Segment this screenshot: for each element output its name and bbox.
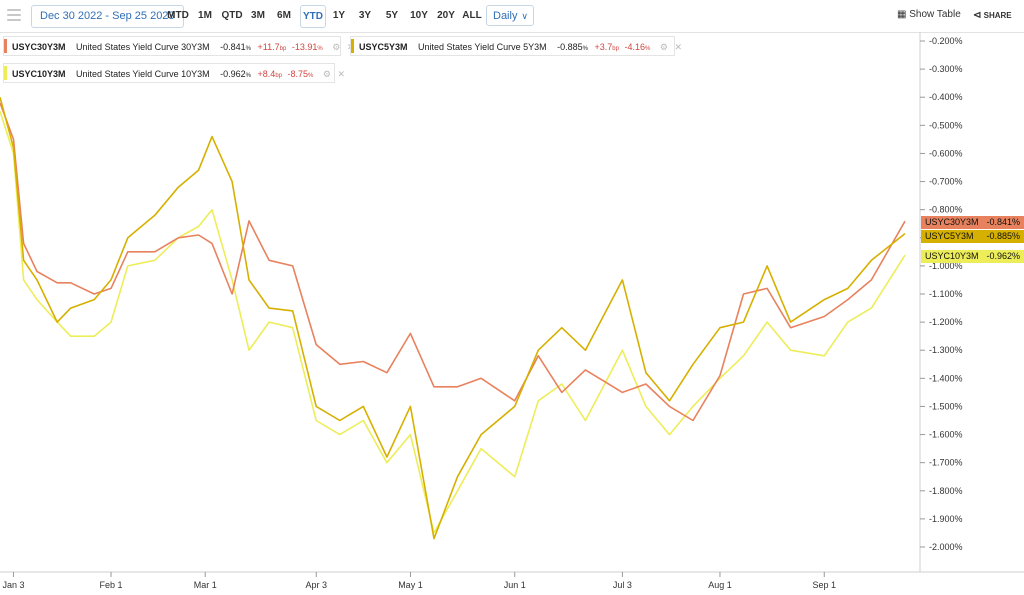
settings-icon[interactable]: ⚙ bbox=[322, 69, 331, 79]
close-icon[interactable]: ✕ bbox=[337, 69, 346, 79]
x-tick-label: Feb 1 bbox=[100, 580, 123, 590]
series-color-swatch bbox=[351, 39, 354, 53]
last-value-tag-value: -0.962% bbox=[986, 251, 1020, 261]
y-tick-label: -0.300% bbox=[929, 64, 963, 74]
legend-change: +11.7bp bbox=[257, 42, 287, 52]
settings-icon[interactable]: ⚙ bbox=[659, 42, 668, 52]
date-range-picker[interactable]: Dec 30 2022 - Sep 25 2023 bbox=[31, 5, 184, 28]
y-tick-label: -1.600% bbox=[929, 430, 963, 440]
x-tick-label: Jan 3 bbox=[2, 580, 24, 590]
range-3y-button[interactable]: 3Y bbox=[358, 10, 372, 21]
y-tick-label: -1.700% bbox=[929, 458, 963, 468]
legend-usyc30y3m[interactable]: USYC30Y3M United States Yield Curve 30Y3… bbox=[3, 36, 354, 56]
x-tick-label: Jun 1 bbox=[504, 580, 526, 590]
legend-series-name: United States Yield Curve 5Y3M bbox=[418, 42, 547, 52]
settings-icon[interactable]: ⚙ bbox=[332, 42, 341, 52]
y-tick-label: -1.200% bbox=[929, 317, 963, 327]
range-mtd-button[interactable]: MTD bbox=[167, 10, 189, 21]
last-value-tag-usyc5y3m: USYC5Y3M -0.885% bbox=[921, 230, 1024, 243]
legend-value: -0.962% bbox=[220, 69, 252, 79]
y-tick-label: -0.500% bbox=[929, 120, 963, 130]
y-tick-label: -1.000% bbox=[929, 261, 963, 271]
y-tick-label: -0.400% bbox=[929, 92, 963, 102]
last-value-tag-ticker: USYC5Y3M bbox=[925, 231, 974, 241]
series-line-usyc30y3m[interactable] bbox=[0, 102, 906, 422]
interval-select[interactable]: Daily ∨ bbox=[486, 5, 534, 26]
legend-value: -0.885% bbox=[557, 42, 588, 52]
legend-value: -0.841% bbox=[220, 42, 252, 52]
chevron-down-icon: ∨ bbox=[521, 11, 528, 21]
y-tick-label: -1.100% bbox=[929, 289, 963, 299]
legend-ticker: USYC10Y3M bbox=[12, 69, 66, 79]
last-value-tag-ticker: USYC10Y3M bbox=[925, 251, 979, 261]
x-tick-label: May 1 bbox=[398, 580, 423, 590]
y-tick-label: -0.700% bbox=[929, 177, 963, 187]
range-all-button[interactable]: ALL bbox=[462, 10, 482, 21]
legend-change: +3.7bp bbox=[594, 42, 619, 52]
range-1y-button[interactable]: 1Y bbox=[332, 10, 346, 21]
range-5y-button[interactable]: 5Y bbox=[385, 10, 399, 21]
show-table-label: Show Table bbox=[909, 9, 961, 20]
y-tick-label: -0.800% bbox=[929, 205, 963, 215]
toolbar: Dec 30 2022 - Sep 25 2023 MTD 1M QTD 3M … bbox=[0, 0, 1024, 33]
interval-value: Daily bbox=[493, 10, 518, 22]
legend-pct-change: -8.75% bbox=[287, 69, 314, 79]
legend-usyc10y3m[interactable]: USYC10Y3M United States Yield Curve 10Y3… bbox=[3, 63, 345, 83]
legend-ticker: USYC5Y3M bbox=[359, 42, 408, 52]
menu-icon[interactable] bbox=[7, 9, 21, 23]
legend-ticker: USYC30Y3M bbox=[12, 42, 66, 52]
y-tick-label: -1.500% bbox=[929, 401, 963, 411]
show-table-button[interactable]: ▦ Show Table bbox=[897, 9, 961, 20]
x-tick-label: Sep 1 bbox=[812, 580, 836, 590]
line-chart[interactable]: -0.200% -0.300% -0.400% -0.500% -0.600% -0.70… bbox=[0, 32, 1024, 595]
range-qtd-button[interactable]: QTD bbox=[221, 10, 243, 21]
legend-pct-change: -4.16% bbox=[624, 42, 651, 52]
range-20y-button[interactable]: 20Y bbox=[437, 10, 455, 21]
last-value-tag-usyc30y3m: USYC30Y3M -0.841% bbox=[921, 216, 1024, 229]
series-color-swatch bbox=[4, 66, 7, 80]
close-icon[interactable]: ✕ bbox=[674, 42, 683, 52]
last-value-tag-bg bbox=[921, 230, 1024, 243]
range-6m-button[interactable]: 6M bbox=[277, 10, 291, 21]
y-tick-label: -1.300% bbox=[929, 345, 963, 355]
y-tick-label: -2.000% bbox=[929, 542, 963, 552]
y-tick-label: -0.200% bbox=[929, 36, 963, 46]
legend-series-name: United States Yield Curve 10Y3M bbox=[76, 69, 210, 79]
y-tick-label: -1.400% bbox=[929, 373, 963, 383]
legend-change: +8.4bp bbox=[257, 69, 282, 79]
range-ytd-button[interactable]: YTD bbox=[300, 5, 326, 28]
table-icon: ▦ bbox=[897, 9, 907, 20]
last-value-tag-value: -0.841% bbox=[986, 217, 1020, 227]
last-value-tag-value: -0.885% bbox=[986, 231, 1020, 241]
legend-series-name: United States Yield Curve 30Y3M bbox=[76, 42, 210, 52]
range-10y-button[interactable]: 10Y bbox=[410, 10, 428, 21]
range-3m-button[interactable]: 3M bbox=[251, 10, 265, 21]
legend-usyc5y3m[interactable]: USYC5Y3M United States Yield Curve 5Y3M … bbox=[350, 36, 682, 56]
series-color-swatch bbox=[4, 39, 7, 53]
x-tick-label: Mar 1 bbox=[194, 580, 217, 590]
y-tick-label: -1.800% bbox=[929, 486, 963, 496]
share-label: SHARE bbox=[983, 11, 1012, 20]
range-1m-button[interactable]: 1M bbox=[198, 10, 212, 21]
y-tick-label: -0.600% bbox=[929, 148, 963, 158]
x-tick-label: Jul 3 bbox=[613, 580, 632, 590]
series-line-usyc10y3m[interactable] bbox=[0, 111, 906, 534]
share-button[interactable]: ⊲ SHARE bbox=[973, 10, 1012, 21]
y-tick-label: -1.900% bbox=[929, 514, 963, 524]
last-value-tag-bg bbox=[921, 250, 1024, 263]
legend-pct-change: -13.91% bbox=[291, 42, 323, 52]
series-line-usyc5y3m[interactable] bbox=[0, 96, 906, 540]
x-tick-label: Apr 3 bbox=[305, 580, 327, 590]
last-value-tag-ticker: USYC30Y3M bbox=[925, 217, 979, 227]
last-value-tag-usyc10y3m: USYC10Y3M -0.962% bbox=[921, 250, 1024, 263]
last-value-tag-bg bbox=[921, 216, 1024, 229]
share-icon: ⊲ bbox=[973, 10, 982, 21]
x-tick-label: Aug 1 bbox=[708, 580, 732, 590]
